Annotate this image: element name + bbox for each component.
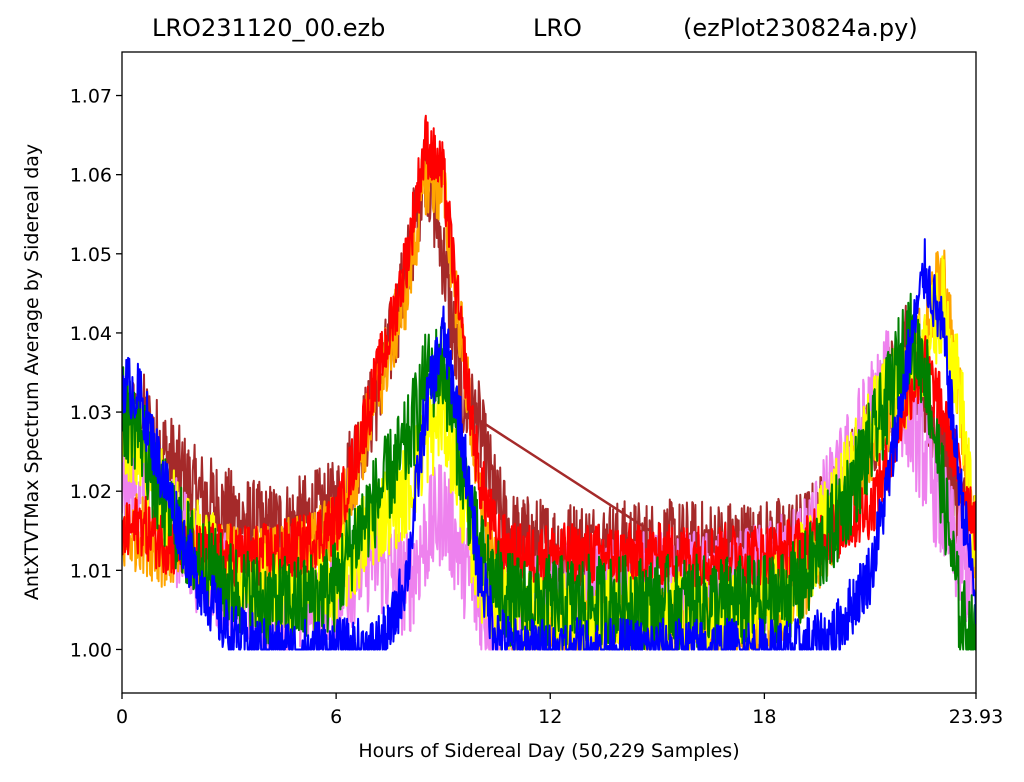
x-tick-label: 23.93 (949, 706, 1003, 728)
x-tick-label: 6 (330, 706, 342, 728)
x-tick-label: 0 (116, 706, 128, 728)
plot-area-frame (121, 51, 977, 694)
x-axis-label: Hours of Sidereal Day (50,229 Samples) (358, 740, 739, 762)
series-layer (122, 114, 976, 651)
y-tick-label: 1.03 (70, 402, 112, 424)
x-axis: 0 6 12 18 23.93 (116, 693, 1003, 728)
y-axis-label: AntXTVTMax Spectrum Average by Sidereal … (21, 144, 43, 600)
series-line-5 (122, 292, 976, 651)
y-tick-label: 1.00 (70, 639, 112, 661)
chart-title-site: LRO (533, 14, 582, 42)
x-tick-label: 12 (538, 706, 562, 728)
series-connector-line (478, 418, 651, 532)
y-tick-label: 1.05 (70, 244, 112, 266)
y-tick-label: 1.04 (70, 323, 112, 345)
chart-title-file: LRO231120_00.ezb (152, 14, 386, 42)
x-tick-label: 18 (752, 706, 776, 728)
y-tick-label: 1.06 (70, 165, 112, 187)
y-axis: 1.00 1.01 1.02 1.03 1.04 1.05 1.06 1.07 (70, 86, 122, 661)
chart-title-program: (ezPlot230824a.py) (683, 14, 918, 42)
y-tick-label: 1.07 (70, 86, 112, 108)
y-tick-label: 1.02 (70, 481, 112, 503)
y-tick-label: 1.01 (70, 560, 112, 582)
series-line-6 (122, 238, 976, 651)
